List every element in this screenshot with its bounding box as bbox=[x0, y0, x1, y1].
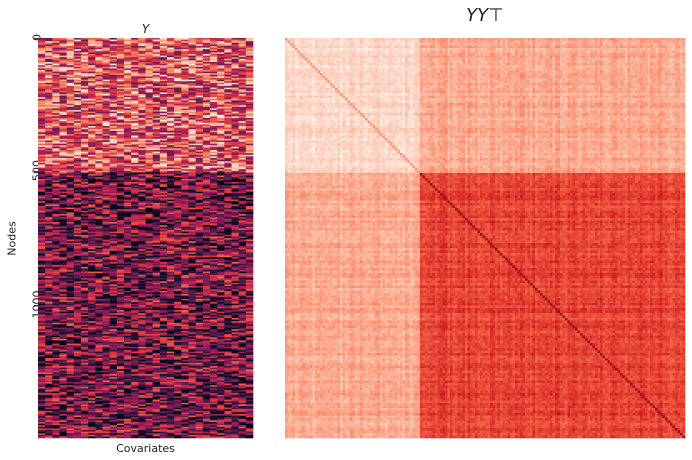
left-heatmap-y bbox=[38, 38, 253, 438]
